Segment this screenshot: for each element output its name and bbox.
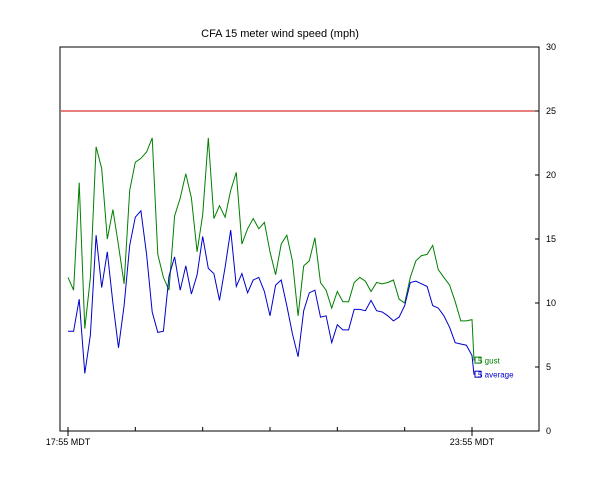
y-tick-label: 25 [546,106,556,116]
y-tick-label: 20 [546,170,556,180]
legend-marker [474,356,482,364]
chart-title: CFA 15 meter wind speed (mph) [201,28,359,40]
legend-marker [474,370,482,378]
y-tick-label: 30 [546,42,556,52]
plot-frame [59,46,540,432]
legend-label-average: 5 average [478,371,514,380]
y-tick-label: 0 [546,426,551,436]
legend-layer: 5 gust 5 average [474,356,514,380]
axis-layer: 0 5 10 15 20 25 30 17:55 MDT 23:55 MDT [46,42,556,447]
y-tick-label: 15 [546,234,556,244]
x-tick-label: 17:55 MDT [46,437,91,447]
series-line-average [68,209,475,375]
legend-label-gust: 5 gust [478,357,501,366]
y-tick-label: 10 [546,298,556,308]
series-layer [67,137,475,375]
y-tick-label: 5 [546,362,551,372]
series-line-gust [67,137,475,361]
x-tick-label: 23:55 MDT [450,437,495,447]
